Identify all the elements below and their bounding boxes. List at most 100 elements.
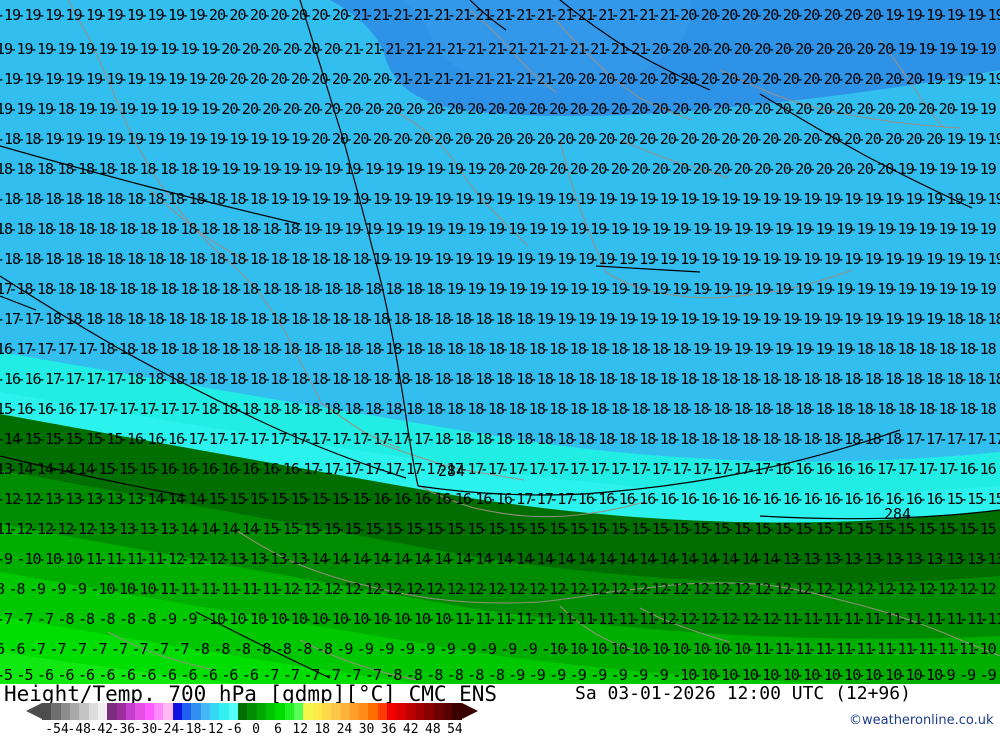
temperature-value: -19 (241, 130, 267, 148)
temperature-value: -21 (446, 70, 472, 88)
temperature-value: -11 (118, 550, 144, 568)
temperature-value: -17 (930, 460, 956, 478)
temperature-value: -14 (467, 550, 492, 568)
scale-swatch (368, 703, 378, 720)
temperature-value: -18 (213, 340, 238, 358)
temperature-value: -19 (57, 6, 82, 24)
temperature-value: -12 (725, 580, 751, 598)
temperature-value: -19 (959, 250, 984, 268)
temperature-value: -12 (28, 520, 54, 538)
temperature-value: -7 (151, 640, 169, 658)
temperature-value: -18 (233, 400, 259, 418)
weather-map[interactable]: -19-19-19-19-19-19-19-19-19-19-20-20-20-… (0, 0, 1000, 684)
temperature-value: -19 (918, 6, 943, 24)
scale-swatch (256, 703, 266, 720)
temperature-value: -18 (28, 160, 54, 178)
temperature-value: -18 (274, 400, 300, 418)
temperature-value: -15 (828, 520, 853, 538)
temperature-value: -11 (938, 610, 964, 628)
temperature-value: -19 (57, 130, 82, 148)
temperature-value: -19 (889, 280, 915, 298)
temperature-value: -21 (426, 6, 451, 24)
temperature-value: -19 (631, 190, 656, 208)
temperature-value: -9 (500, 640, 517, 658)
temperature-value: -20 (233, 40, 259, 58)
temperature-value: -18 (49, 100, 74, 118)
temperature-value: -18 (746, 400, 771, 418)
temperature-value: -20 (766, 100, 792, 118)
temperature-value: -19 (16, 70, 41, 88)
temperature-value: -17 (541, 460, 566, 478)
temperature-value: -18 (651, 370, 677, 388)
temperature-value: -18 (110, 160, 136, 178)
temperature-value: -18 (815, 430, 841, 448)
temperature-value: -21 (356, 40, 382, 58)
temperature-value: -20 (848, 40, 874, 58)
temperature-value: -19 (836, 310, 861, 328)
temperature-value: -9 (938, 666, 956, 684)
temperature-value: -19 (213, 160, 238, 178)
temperature-value: -10 (385, 610, 410, 628)
temperature-value: -12 (520, 580, 546, 598)
temperature-value: -10 (725, 640, 751, 658)
temperature-value: -15 (98, 430, 123, 448)
temperature-value: -9 (610, 666, 628, 684)
temperature-value: -17 (397, 460, 423, 478)
temperature-value: -17 (36, 370, 62, 388)
temperature-value: -20 (623, 160, 648, 178)
temperature-value: -11 (254, 580, 279, 598)
temperature-value: -19 (836, 190, 861, 208)
temperature-value: -16 (766, 460, 792, 478)
temperature-value: -16 (971, 460, 997, 478)
temperature-value: -19 (631, 250, 656, 268)
temperature-value: -20 (541, 160, 566, 178)
temperature-value: -20 (848, 160, 874, 178)
temperature-value: -14 (651, 550, 677, 568)
temperature-value: -18 (254, 340, 279, 358)
temperature-value: -16 (8, 400, 33, 418)
temperature-value: -20 (336, 100, 361, 118)
temperature-value: -16 (897, 490, 923, 508)
temperature-value: -19 (180, 70, 205, 88)
temperature-value: -18 (139, 370, 164, 388)
temperature-value: -19 (90, 100, 115, 118)
temperature-value: -19 (233, 160, 259, 178)
temperature-value: -18 (631, 430, 656, 448)
scale-tick-label: -30 (133, 722, 158, 737)
temperature-value: -19 (807, 280, 833, 298)
temperature-value: -17 (151, 400, 177, 418)
temperature-value: -18 (49, 160, 74, 178)
temperature-value: -18 (110, 340, 136, 358)
temperature-value: -14 (590, 550, 615, 568)
temperature-value: -9 (549, 666, 566, 684)
temperature-value: -18 (303, 250, 328, 268)
temperature-value: -19 (323, 190, 349, 208)
temperature-value: -14 (631, 550, 656, 568)
temperature-value: -20 (364, 70, 390, 88)
temperature-value: -18 (426, 430, 451, 448)
temperature-value: -17 (90, 400, 115, 418)
temperature-value: -17 (746, 460, 771, 478)
temperature-value: -11 (139, 550, 164, 568)
temperature-value: -18 (582, 400, 607, 418)
temperature-value: -20 (774, 130, 800, 148)
scale-right-cap (462, 703, 478, 719)
temperature-value: -13 (241, 550, 267, 568)
temperature-value: -19 (930, 160, 956, 178)
scale-swatch (349, 703, 360, 720)
temperature-value: -19 (528, 190, 554, 208)
temperature-value: -20 (323, 130, 349, 148)
scale-swatch (265, 703, 276, 720)
temperature-value: -17 (385, 430, 410, 448)
temperature-value: -11 (795, 610, 820, 628)
temperature-value: -15 (930, 520, 956, 538)
temperature-value: -18 (815, 370, 841, 388)
temperature-value: -17 (643, 460, 669, 478)
temperature-value: -17 (323, 430, 349, 448)
temperature-value: -15 (221, 490, 246, 508)
temperature-value: -20 (766, 160, 792, 178)
temperature-value: -7 (282, 666, 300, 684)
temperature-value: -13 (979, 550, 1000, 568)
temperature-value: -18 (692, 430, 718, 448)
temperature-value: -18 (795, 430, 820, 448)
